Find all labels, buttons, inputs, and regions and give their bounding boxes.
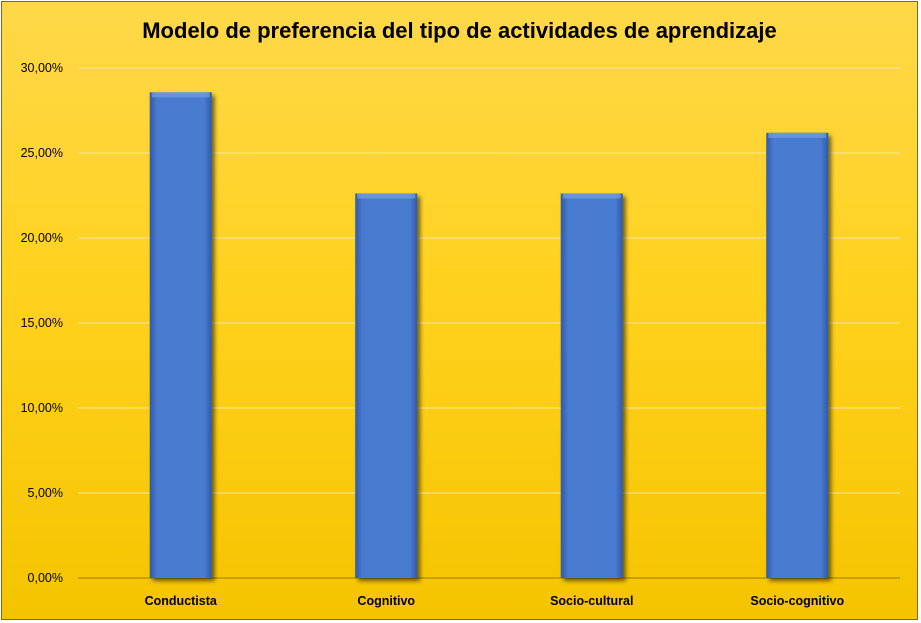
x-category-label: Conductista (145, 594, 218, 608)
x-category-label: Cognitivo (357, 594, 415, 608)
chart-title: Modelo de preferencia del tipo de activi… (142, 18, 777, 43)
y-tick-label: 20,00% (21, 231, 63, 245)
y-tick-label: 25,00% (21, 146, 63, 160)
y-tick-label: 0,00% (28, 571, 63, 585)
bar-highlight (357, 193, 416, 199)
y-tick-label: 15,00% (21, 316, 63, 330)
y-tick-label: 5,00% (28, 486, 63, 500)
bar-highlight (768, 132, 827, 138)
bar-cognitivo (355, 193, 418, 578)
x-category-label: Socio-cognitivo (750, 594, 844, 608)
y-tick-label: 30,00% (21, 61, 63, 75)
bar-socio-cultural (560, 193, 623, 578)
bar-highlight (151, 92, 210, 98)
bar-highlight (562, 193, 621, 199)
x-category-label: Socio-cultural (550, 594, 633, 608)
bar-socio-cognitivo (766, 132, 829, 578)
bar-conductista (149, 92, 212, 578)
y-tick-label: 10,00% (21, 401, 63, 415)
